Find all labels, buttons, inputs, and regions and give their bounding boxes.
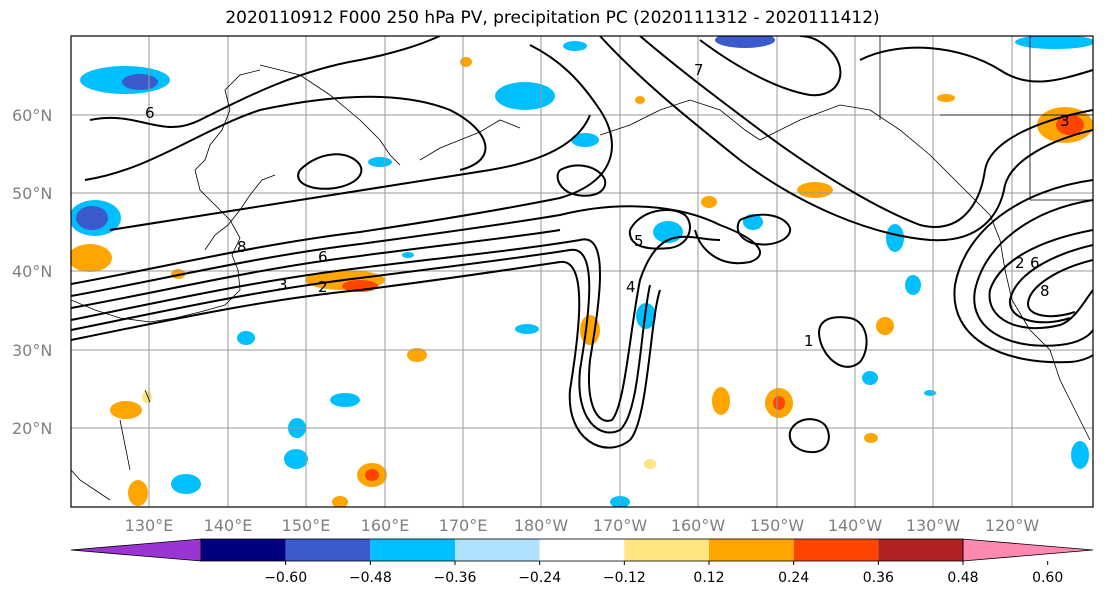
longitude-labels: 130°E 140°E 150°E 160°E 170°E 180°W 170°…	[125, 516, 1040, 535]
lat-label: 60°N	[12, 106, 52, 125]
colorbar-segment	[624, 539, 709, 561]
colorbar-tick-label: 0.24	[778, 570, 809, 586]
lon-label: 160°W	[671, 516, 726, 535]
contour-label: 1	[804, 332, 814, 350]
lat-label: 30°N	[12, 341, 52, 360]
lon-label: 170°W	[593, 516, 648, 535]
colorbar-segment	[455, 539, 540, 561]
map-title: 2020110912 F000 250 hPa PV, precipitatio…	[225, 8, 880, 28]
lon-label: 150°W	[750, 516, 805, 535]
lat-label: 50°N	[12, 184, 52, 203]
contour-label: 5	[634, 232, 644, 250]
lat-label: 20°N	[12, 419, 52, 438]
colorbar-tick-label: −0.60	[264, 570, 307, 586]
colorbar-segment	[201, 539, 286, 561]
lon-label: 140°W	[828, 516, 883, 535]
contour-label: 8	[237, 238, 247, 256]
colorbar-tick-label: 0.12	[693, 570, 724, 586]
contour-label: 2	[1015, 254, 1025, 272]
lon-label: 130°W	[906, 516, 961, 535]
colorbar-segment	[793, 539, 879, 561]
colorbar-tick-label: 0.36	[863, 570, 894, 586]
contour-label: 8	[1040, 282, 1050, 300]
contour-label: 6	[145, 104, 155, 122]
contour-label: 6	[1030, 254, 1040, 272]
lon-label: 160°E	[361, 516, 410, 535]
contour-label: 6	[318, 248, 328, 266]
lon-label: 140°E	[204, 516, 253, 535]
latitude-labels: 60°N 50°N 40°N 30°N 20°N	[12, 106, 52, 438]
colorbar-tick-label: 0.48	[947, 570, 978, 586]
lon-label: 130°E	[125, 516, 174, 535]
lon-label: 170°E	[439, 516, 488, 535]
contour-label: 3	[1060, 112, 1070, 130]
colorbar-frame	[200, 538, 964, 562]
contour-label: 2	[318, 278, 328, 296]
colorbar-segment	[709, 539, 794, 561]
colorbar: −0.60 −0.48 −0.36 −0.24 −0.12 0.12 0.24 0.36 0.4…	[70, 538, 1094, 586]
colorbar-segment	[285, 539, 371, 561]
colorbar-tick-label: −0.36	[434, 570, 477, 586]
contour-label: 7	[694, 61, 704, 79]
colorbar-tick-label: −0.48	[349, 570, 392, 586]
colorbar-tick-label: −0.24	[518, 570, 561, 586]
colorbar-tick-label: −0.12	[603, 570, 646, 586]
colorbar-extend-max	[962, 538, 1094, 562]
graticule	[71, 36, 1093, 507]
lon-label: 180°W	[514, 516, 569, 535]
pv-contours	[71, 36, 1093, 454]
lon-label: 120°W	[985, 516, 1040, 535]
contour-label: 4	[626, 278, 636, 296]
lat-label: 40°N	[12, 262, 52, 281]
colorbar-segment	[370, 539, 455, 561]
contour-label: 3	[278, 276, 288, 294]
contour-labels: 3 2 6 8 5 4 1 7 6 3 2 6 8	[145, 61, 1070, 350]
colorbar-segment	[539, 539, 625, 561]
colorbar-tick-label: 0.60	[1032, 570, 1063, 586]
map-frame	[70, 35, 1094, 508]
lon-label: 150°E	[282, 516, 331, 535]
colorbar-extend-min	[70, 538, 202, 562]
colorbar-segment	[878, 539, 963, 561]
